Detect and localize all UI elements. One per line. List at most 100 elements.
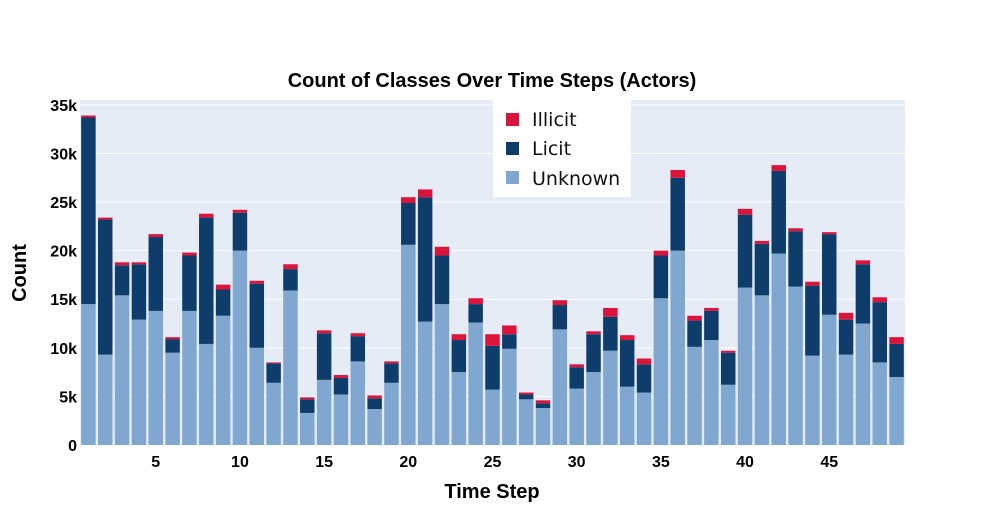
bar-illicit <box>300 397 315 400</box>
bar-unknown <box>821 314 837 445</box>
bar-unknown <box>98 354 113 445</box>
bar-licit <box>249 283 265 348</box>
bar-unknown <box>838 354 854 445</box>
bar-unknown <box>283 290 298 445</box>
bar-unknown <box>771 253 786 445</box>
x-tick-label: 35 <box>652 454 670 471</box>
y-axis-ticks: 0 5k 10k 15k 20k 25k 30k 35k <box>50 98 77 455</box>
bar-licit <box>266 363 281 383</box>
bar-unknown <box>384 382 399 445</box>
bar-licit <box>821 234 837 315</box>
y-tick-label: 10k <box>50 341 77 358</box>
bar-illicit <box>367 395 382 399</box>
x-tick-label: 20 <box>399 454 417 471</box>
bar-licit <box>333 377 349 395</box>
bar-licit <box>384 363 399 383</box>
bar-unknown <box>788 286 803 445</box>
bar-licit <box>670 177 685 251</box>
bar-unknown <box>653 298 669 445</box>
bar-licit <box>872 302 887 363</box>
bar-licit <box>182 255 197 311</box>
bar-illicit <box>838 312 854 320</box>
bar-illicit <box>249 280 265 284</box>
bar-illicit <box>771 165 786 171</box>
bar-illicit <box>788 228 803 232</box>
bar-licit <box>434 255 450 305</box>
chart-title: Count of Classes Over Time Steps (Actors… <box>288 70 697 92</box>
bar-unknown <box>434 304 450 445</box>
bar-licit <box>737 214 753 288</box>
bar-licit <box>131 264 147 320</box>
bar-unknown <box>468 322 483 445</box>
y-tick-label: 25k <box>50 195 77 212</box>
bar-licit <box>215 289 231 316</box>
bar-licit <box>889 343 904 377</box>
bar-licit <box>98 219 113 355</box>
y-tick-label: 30k <box>50 146 77 163</box>
bar-unknown <box>266 382 281 445</box>
legend-swatch-licit <box>506 142 519 155</box>
bar-illicit <box>468 298 483 305</box>
bar-unknown <box>636 392 652 445</box>
bar-licit <box>838 319 854 355</box>
y-tick-label: 5k <box>59 389 77 406</box>
bar-unknown <box>619 386 635 445</box>
bar-illicit <box>114 262 130 266</box>
bar-unknown <box>451 372 467 445</box>
bar-illicit <box>821 232 837 235</box>
bar-illicit <box>333 375 349 378</box>
bar-licit <box>81 117 96 305</box>
legend-label-illicit: Illicit <box>532 109 577 131</box>
x-tick-label: 45 <box>820 454 838 471</box>
y-tick-label: 20k <box>50 244 77 261</box>
x-tick-label: 25 <box>484 454 502 471</box>
bar-licit <box>148 237 164 311</box>
bar-unknown <box>417 321 433 445</box>
bar-illicit <box>855 260 871 265</box>
bar-unknown <box>300 412 315 445</box>
bar-unknown <box>316 379 332 445</box>
x-tick-label: 30 <box>568 454 586 471</box>
bar-licit <box>569 367 584 389</box>
bar-illicit <box>552 300 568 306</box>
bar-unknown <box>805 355 820 445</box>
bar-unknown <box>670 250 685 445</box>
bar-illicit <box>316 330 332 334</box>
bar-illicit <box>636 358 652 365</box>
bar-licit <box>165 339 180 353</box>
bar-licit <box>232 212 248 251</box>
bar-licit <box>552 305 568 330</box>
bar-licit <box>788 231 803 287</box>
bar-unknown <box>199 343 214 445</box>
bar-illicit <box>485 334 500 346</box>
bar-licit <box>283 269 298 291</box>
bar-licit <box>485 345 500 390</box>
bar-licit <box>636 364 652 393</box>
bar-illicit <box>569 364 584 368</box>
y-axis-title: Count <box>9 244 31 302</box>
bar-unknown <box>687 346 702 445</box>
bar-illicit <box>131 262 147 265</box>
bar-unknown <box>754 295 770 445</box>
bar-unknown <box>249 347 265 445</box>
bar-unknown <box>333 394 349 445</box>
bar-illicit <box>434 246 450 256</box>
bar-illicit <box>670 169 685 178</box>
x-tick-label: 5 <box>151 454 160 471</box>
bar-unknown <box>350 361 366 445</box>
bar-illicit <box>451 334 467 341</box>
bar-licit <box>468 304 483 323</box>
bar-unknown <box>182 310 197 445</box>
x-tick-label: 15 <box>315 454 333 471</box>
bar-licit <box>805 285 820 356</box>
bar-unknown <box>889 376 904 445</box>
bar-illicit <box>417 189 433 198</box>
legend-swatch-unknown <box>506 171 519 184</box>
bar-licit <box>316 333 332 380</box>
bar-illicit <box>872 297 887 303</box>
bar-illicit <box>165 337 180 340</box>
bar-unknown <box>485 389 500 445</box>
x-tick-label: 40 <box>736 454 754 471</box>
bar-licit <box>114 265 130 296</box>
